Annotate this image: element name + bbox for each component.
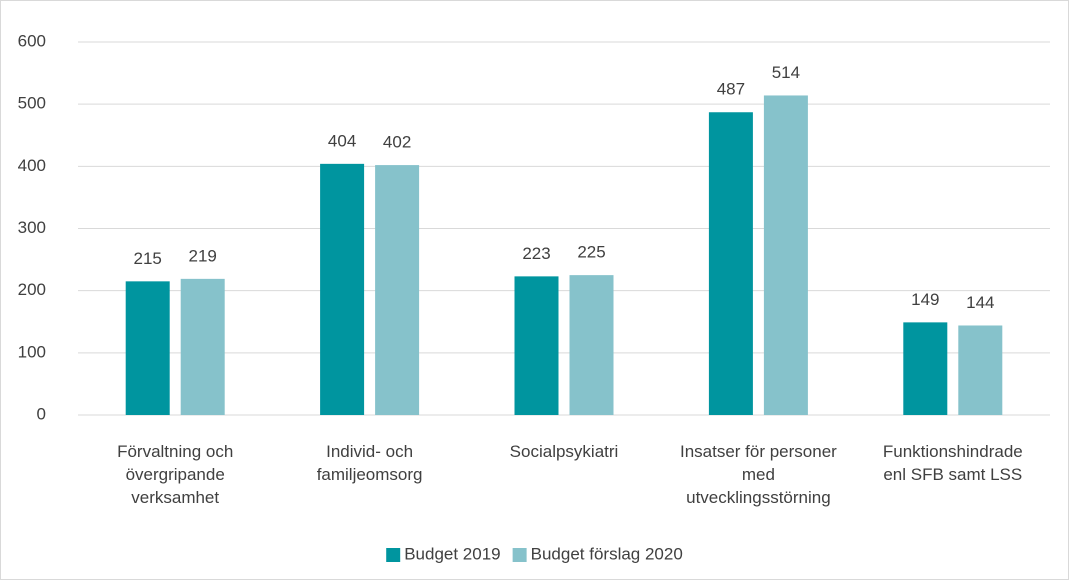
data-label: 149	[911, 290, 939, 309]
y-tick-label: 200	[18, 280, 46, 299]
bar	[708, 112, 753, 415]
bar	[125, 281, 170, 415]
data-label: 223	[522, 244, 550, 263]
y-tick-label: 600	[18, 31, 46, 50]
x-tick-label: Förvaltning och övergripande verksamhet	[117, 442, 233, 507]
bar	[958, 325, 1003, 415]
bar	[569, 275, 614, 415]
data-label: 402	[383, 133, 411, 152]
y-tick-label: 300	[18, 218, 46, 237]
data-label: 225	[577, 243, 605, 262]
data-label: 404	[328, 131, 356, 150]
x-tick-label: Socialpsykiatri	[510, 442, 619, 461]
x-tick-label: Funktionshindrade enl SFB samt LSS	[883, 442, 1023, 484]
y-tick-label: 0	[37, 404, 46, 423]
x-tick-label: Individ- och familjeomsorg	[317, 442, 423, 484]
legend-swatch	[386, 548, 401, 562]
data-label: 487	[717, 80, 745, 99]
bar	[903, 322, 948, 415]
y-tick-label: 400	[18, 156, 46, 175]
y-tick-label: 100	[18, 342, 46, 361]
bar	[763, 95, 808, 416]
bar	[320, 163, 365, 415]
bar	[514, 276, 559, 415]
x-tick-label: Insatser för personer med utvecklingsstörn…	[680, 442, 837, 507]
legend-swatch	[512, 548, 527, 562]
data-label: 144	[966, 293, 994, 312]
bar	[375, 165, 420, 415]
data-label: 514	[772, 63, 800, 82]
data-label: 219	[189, 246, 217, 265]
bar	[180, 278, 225, 415]
legend-label: Budget 2019	[404, 544, 500, 563]
legend-label: Budget förslag 2020	[531, 544, 683, 563]
y-tick-label: 500	[18, 94, 46, 113]
data-label: 215	[134, 249, 162, 268]
